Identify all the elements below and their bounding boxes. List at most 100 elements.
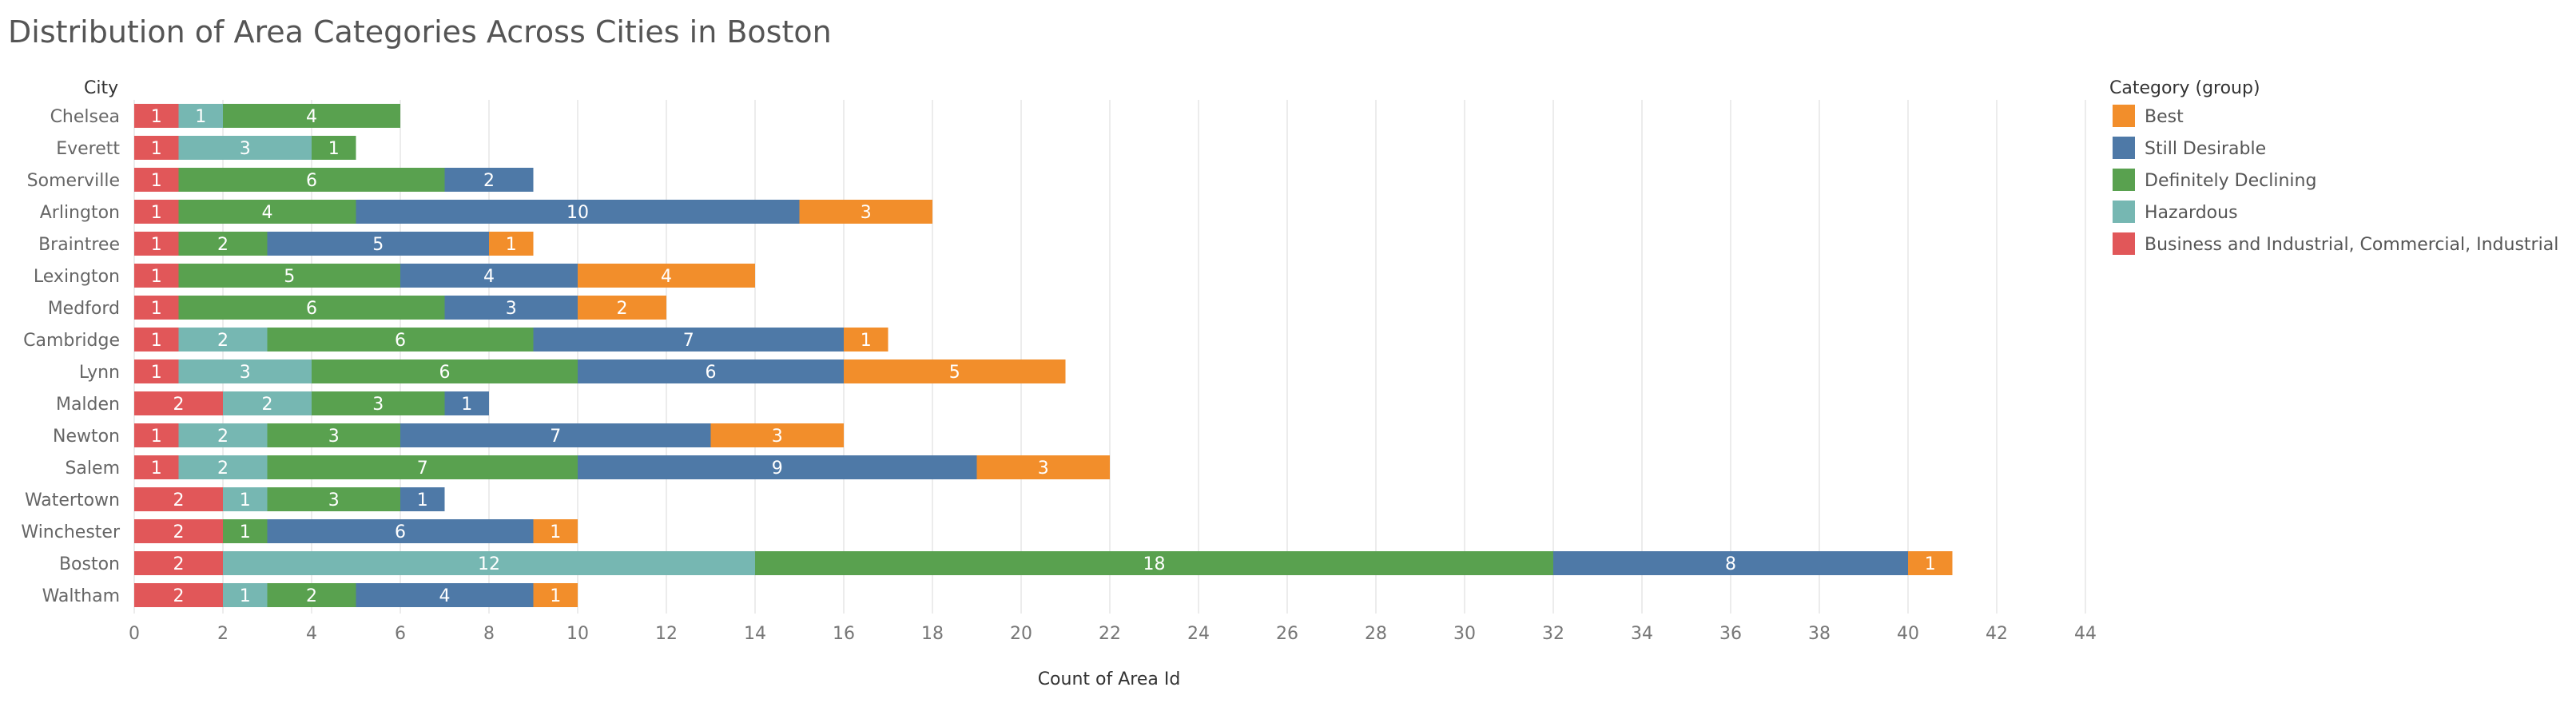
bar-value-label: 3 — [240, 139, 251, 159]
bar-value-label: 1 — [151, 171, 162, 191]
bar-segment — [178, 264, 400, 288]
city-labels: Chelsea Everett Somerville Arlington Braintr… — [21, 107, 121, 606]
x-tick-label: 40 — [1897, 624, 1919, 644]
bar-value-label: 18 — [1143, 554, 1166, 574]
city-label: Boston — [59, 554, 120, 574]
bar-segment — [444, 391, 489, 415]
bar-value-label: 2 — [617, 299, 628, 319]
x-tick-label: 34 — [1631, 624, 1653, 644]
bar-value-label: 6 — [706, 363, 717, 383]
bar-value-label: 7 — [550, 427, 561, 447]
bar-segment — [578, 296, 666, 320]
bar-value-label: 1 — [151, 107, 162, 127]
bar-value-label: 3 — [506, 299, 517, 319]
city-label: Watertown — [25, 491, 120, 510]
city-label: Lexington — [34, 267, 120, 287]
bar-segment — [400, 423, 711, 447]
bar-segment — [533, 583, 578, 607]
bar-segment — [134, 359, 179, 383]
bar-segment — [223, 519, 268, 543]
bar-value-label: 9 — [772, 459, 783, 479]
bar-value-label: 1 — [417, 491, 428, 510]
legend-swatch — [2113, 169, 2135, 191]
bar-value-label: 2 — [262, 395, 273, 415]
bar-segment — [134, 104, 179, 128]
bar-segment — [710, 423, 844, 447]
legend-entry: Best — [2145, 107, 2184, 127]
legend-swatch — [2113, 232, 2135, 255]
bar-segment — [976, 455, 1110, 479]
bar-segment — [356, 200, 800, 224]
bar-segment — [178, 359, 312, 383]
city-label: Lynn — [79, 363, 120, 383]
bar-value-label: 1 — [151, 331, 162, 351]
bar-value-label: 2 — [217, 427, 229, 447]
bar-value-label: 2 — [173, 395, 185, 415]
bar-segment — [178, 455, 268, 479]
bar-value-label: 1 — [550, 586, 561, 606]
bar-value-label: 3 — [372, 395, 384, 415]
bar-segment — [134, 455, 179, 479]
bar-value-label: 2 — [173, 522, 185, 542]
bar-value-label: 5 — [372, 235, 384, 255]
bar-segment — [134, 296, 179, 320]
legend-swatch — [2113, 105, 2135, 127]
x-tick-label: 2 — [217, 624, 229, 644]
bar-value-label: 1 — [195, 107, 206, 127]
city-label: Arlington — [40, 203, 120, 223]
bar-value-label: 5 — [284, 267, 295, 287]
bar-value-label: 2 — [173, 554, 185, 574]
legend-entry: Hazardous — [2145, 203, 2238, 223]
bar-value-label: 2 — [173, 586, 185, 606]
bar-value-label: 2 — [483, 171, 495, 191]
bar-value-label: 1 — [151, 427, 162, 447]
bar-segment — [578, 264, 755, 288]
bar-segment — [134, 487, 223, 511]
bar-segment — [444, 296, 578, 320]
bar-segment — [134, 583, 223, 607]
bar-value-label: 1 — [151, 299, 162, 319]
bar-segment — [312, 136, 356, 160]
bar-value-label: 1 — [151, 267, 162, 287]
bar-segment — [223, 551, 755, 575]
bar-value-label: 4 — [661, 267, 672, 287]
x-tick-label: 0 — [129, 624, 140, 644]
bar-value-label: 7 — [683, 331, 694, 351]
bar-value-label: 6 — [306, 171, 317, 191]
city-label: Winchester — [21, 522, 121, 542]
x-tick-label: 10 — [566, 624, 589, 644]
bar-segment — [267, 519, 534, 543]
x-tick-label: 12 — [655, 624, 678, 644]
bar-value-label: 8 — [1725, 554, 1736, 574]
bar-segment — [178, 423, 268, 447]
bar-segment — [178, 168, 445, 192]
legend-entry: Definitely Declining — [2145, 171, 2316, 191]
bar-segment — [578, 359, 844, 383]
bar-segment — [444, 168, 534, 192]
bar-value-label: 7 — [417, 459, 428, 479]
y-axis-title: City — [84, 78, 118, 98]
bar-value-label: 3 — [328, 491, 340, 510]
bar-value-label: 1 — [151, 363, 162, 383]
bar-segment — [134, 168, 179, 192]
bar-value-label: 1 — [151, 459, 162, 479]
city-label: Somerville — [27, 171, 120, 191]
legend: Category (group) Best Still Desirable Defi… — [2109, 78, 2558, 255]
bar-segment — [400, 487, 445, 511]
bar-value-label: 6 — [306, 299, 317, 319]
bar-value-label: 5 — [949, 363, 960, 383]
bar-segment — [178, 200, 356, 224]
bar-segment — [178, 328, 268, 352]
bar-segment — [134, 551, 223, 575]
chart-title: Distribution of Area Categories Across C… — [8, 14, 832, 50]
bar-segment — [844, 328, 888, 352]
bar-segment — [178, 296, 445, 320]
bar-segment — [134, 519, 223, 543]
x-tick-label: 14 — [744, 624, 766, 644]
bar-value-label: 3 — [772, 427, 783, 447]
x-tick-label: 20 — [1010, 624, 1032, 644]
bar-value-label: 6 — [395, 522, 406, 542]
bar-segment — [223, 391, 312, 415]
legend-swatch — [2113, 201, 2135, 223]
